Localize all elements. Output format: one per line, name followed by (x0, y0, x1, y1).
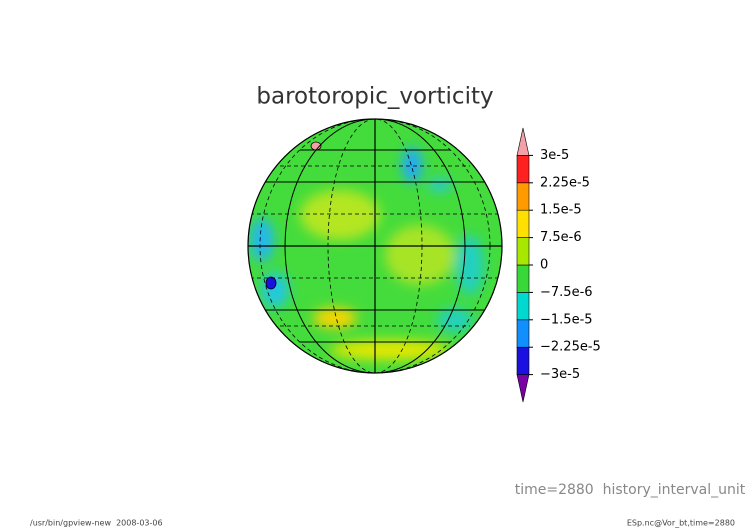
colorbar-bin (516, 155, 530, 184)
colorbar-bin (516, 237, 530, 266)
colorbar-tick-label: 1.5e-5 (540, 203, 582, 218)
colorbar-bin (516, 127, 530, 156)
colorbar-bin (516, 209, 530, 238)
colorbar-tick-label: −1.5e-5 (540, 312, 593, 327)
chart-title: barotoropic_vorticity (256, 84, 493, 110)
footer-left: /usr/bin/gpview-new 2008-03-06 (30, 519, 163, 528)
colorbar-tick-label: 0 (540, 258, 548, 273)
time-label: time=2880 history_interval_unit (515, 482, 746, 498)
colorbar-tick-label: −7.5e-6 (540, 285, 593, 300)
colorbar-bin (516, 292, 530, 321)
colorbar-bin (516, 182, 530, 211)
colorbar-bin (516, 319, 530, 348)
colorbar-tick-label: −2.25e-5 (540, 340, 601, 355)
colorbar-bin (516, 264, 530, 293)
colorbar-bin (516, 346, 530, 375)
colorbar-bin (516, 374, 530, 403)
colorbar-tick-label: 3e-5 (540, 148, 569, 163)
colorbar-tick-label: 2.25e-5 (540, 175, 590, 190)
colorbar-tick-label: 7.5e-6 (540, 230, 582, 245)
globe (247, 118, 503, 374)
colorbar-tick-label: −3e-5 (540, 367, 580, 382)
footer-right: ESp.nc@Vor_bt,time=2880 (627, 519, 735, 528)
